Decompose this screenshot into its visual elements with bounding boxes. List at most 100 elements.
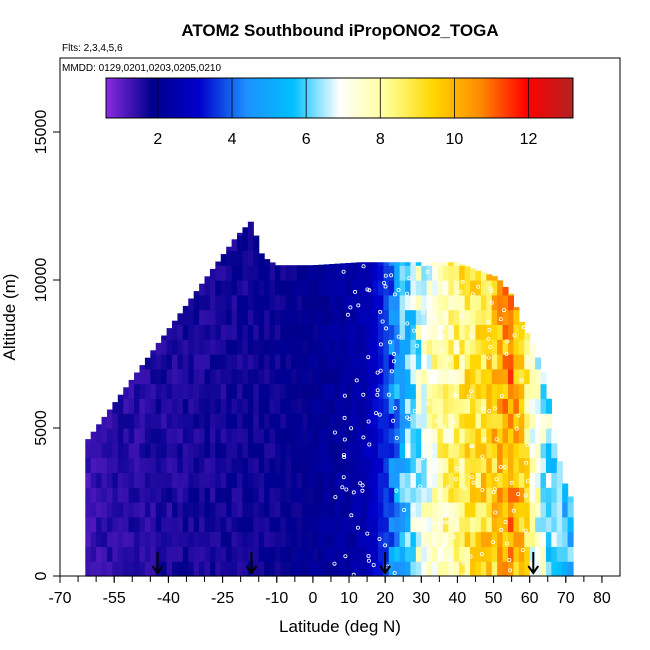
heatmap-cell [172,428,179,444]
heatmap-cell [144,428,151,444]
heatmap-cell [258,354,265,370]
heatmap-cell [285,472,292,488]
colorbar-tick-label: 6 [302,131,311,148]
heatmap-cell [459,428,466,444]
heatmap-cell [459,546,466,562]
sample-point [420,456,425,461]
heatmap-cell [340,339,347,355]
heatmap-cell [258,546,265,562]
heatmap-cell [247,324,254,340]
heatmap-cell [367,368,374,385]
heatmap-cell [128,383,135,399]
heatmap-cell [480,487,487,503]
heatmap-cell [448,546,455,562]
heatmap-cell [340,368,347,385]
heatmap-cell [150,457,157,473]
heatmap-cell [237,368,244,385]
heatmap-cell [448,561,455,577]
heatmap-cell [215,487,222,503]
heatmap-cell [274,309,281,325]
heatmap-cell [253,265,260,281]
heatmap-cell [220,531,227,547]
heatmap-cell [128,546,135,562]
sample-point [489,300,494,305]
heatmap-cell [291,502,298,518]
sample-point [391,418,396,423]
heatmap-cell [258,472,265,488]
heatmap-cell [540,487,547,503]
heatmap-cell [312,487,319,503]
sample-point [486,336,491,341]
heatmap-cell [545,442,552,459]
heatmap-cell [139,472,146,488]
heatmap-cell [134,502,141,518]
heatmap-cell [329,531,336,547]
heatmap-cell [237,265,244,281]
heatmap-cell [117,457,124,473]
heatmap-cell [323,502,330,518]
sample-point [392,405,397,410]
heatmap-cell [470,413,477,429]
heatmap-cell [307,324,314,340]
heatmap-cell [367,561,374,577]
heatmap-cell [144,413,151,429]
heatmap-cell [508,472,515,488]
heatmap-cell [285,428,292,444]
sample-point [358,481,363,486]
heatmap-cell [497,339,504,355]
sample-point [466,394,471,399]
heatmap-cell [448,413,455,429]
heatmap-cell [280,265,287,281]
heatmap-cell [155,487,162,503]
sample-point [351,490,356,495]
heatmap-cell [453,531,460,547]
heatmap-cell [377,472,384,488]
heatmap-cell [448,354,455,370]
sample-point [476,284,481,289]
heatmap-cell [182,339,189,355]
heatmap-cell [231,294,238,311]
heatmap-cell [405,428,412,444]
heatmap-cell [459,354,466,370]
heatmap-cell [134,413,141,429]
heatmap-cell [545,487,552,503]
heatmap-cell [421,324,428,340]
heatmap-cell [285,442,292,459]
flight-arrows [151,552,540,575]
heatmap-cell [421,516,428,533]
heatmap-cell [269,265,276,281]
heatmap-cell [144,442,151,459]
heatmap-cell [334,502,341,518]
sample-point [342,415,347,420]
heatmap-cell [220,280,227,296]
heatmap-cell [280,354,287,370]
heatmap-cell [502,561,509,577]
heatmap-cell [562,487,569,503]
heatmap-cell [96,487,103,503]
heatmap-cell [90,531,97,547]
heatmap-cell [545,428,552,444]
heatmap-cell [464,457,471,473]
x-tick-label: -70 [48,590,71,607]
heatmap-cell [453,262,460,266]
sample-point [415,386,420,391]
heatmap-cell [204,339,211,355]
heatmap-cell [486,561,493,577]
heatmap-cell [502,339,509,355]
heatmap-cell [280,368,287,385]
sample-point [424,326,429,331]
heatmap-cell [150,472,157,488]
heatmap-cell [432,502,439,518]
heatmap-cell [448,487,455,503]
heatmap-cell [161,428,168,444]
heatmap-cell [491,294,498,311]
heatmap-cell [399,324,406,340]
heatmap-cell [453,280,460,296]
heatmap-cell [258,339,265,355]
heatmap-cell [215,354,222,370]
heatmap-cell [486,398,493,414]
heatmap-cell [415,265,422,281]
sample-point [382,280,387,285]
heatmap-cell [340,502,347,518]
